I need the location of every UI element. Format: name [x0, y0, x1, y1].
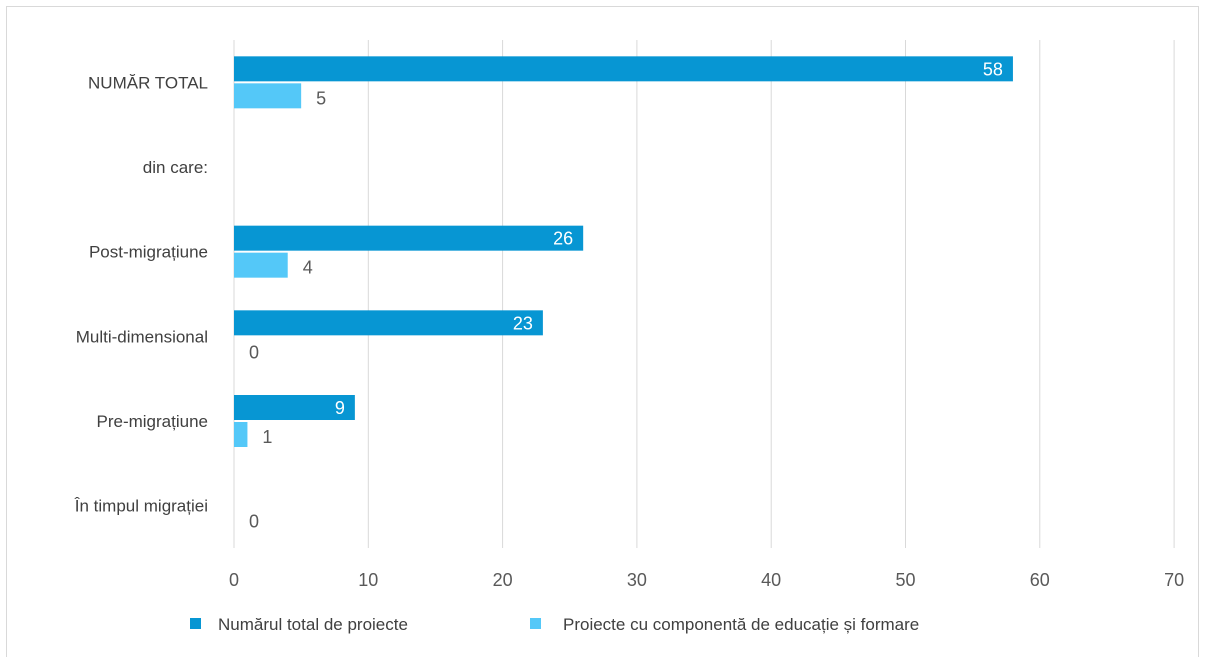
data-label: 0 [249, 342, 259, 362]
category-label: NUMĂR TOTAL [88, 73, 208, 92]
legend-label: Numărul total de proiecte [218, 615, 408, 634]
x-tick-label: 40 [761, 570, 781, 590]
data-label: 58 [983, 59, 1003, 79]
x-tick-label: 20 [493, 570, 513, 590]
legend-swatch [190, 618, 201, 629]
x-tick-label: 30 [627, 570, 647, 590]
bar-education [234, 422, 248, 447]
bar-total [234, 225, 584, 251]
data-label: 9 [335, 398, 345, 418]
data-label: 1 [262, 427, 272, 447]
category-label: din care: [143, 158, 208, 177]
bar-total [234, 310, 543, 336]
x-tick-label: 0 [229, 570, 239, 590]
data-label: 26 [553, 229, 573, 249]
data-label: 0 [249, 512, 259, 532]
bar-education [234, 252, 288, 278]
category-label: Pre-migrațiune [97, 412, 209, 431]
data-label: 4 [303, 258, 313, 278]
x-tick-label: 10 [358, 570, 378, 590]
category-label: Multi-dimensional [76, 327, 208, 346]
x-tick-label: 70 [1164, 570, 1184, 590]
category-label: În timpul migrației [74, 497, 208, 516]
legend-swatch [530, 618, 541, 629]
data-label: 23 [513, 313, 533, 333]
x-tick-label: 50 [895, 570, 915, 590]
bar-total [234, 395, 355, 420]
x-tick-label: 60 [1030, 570, 1050, 590]
category-label: Post-migrațiune [89, 243, 208, 262]
data-label: 5 [316, 88, 326, 108]
bar-education [234, 83, 302, 109]
legend-label: Proiecte cu componentă de educație și fo… [563, 615, 919, 634]
chart-frame [6, 6, 1199, 657]
bar-total [234, 56, 1013, 82]
